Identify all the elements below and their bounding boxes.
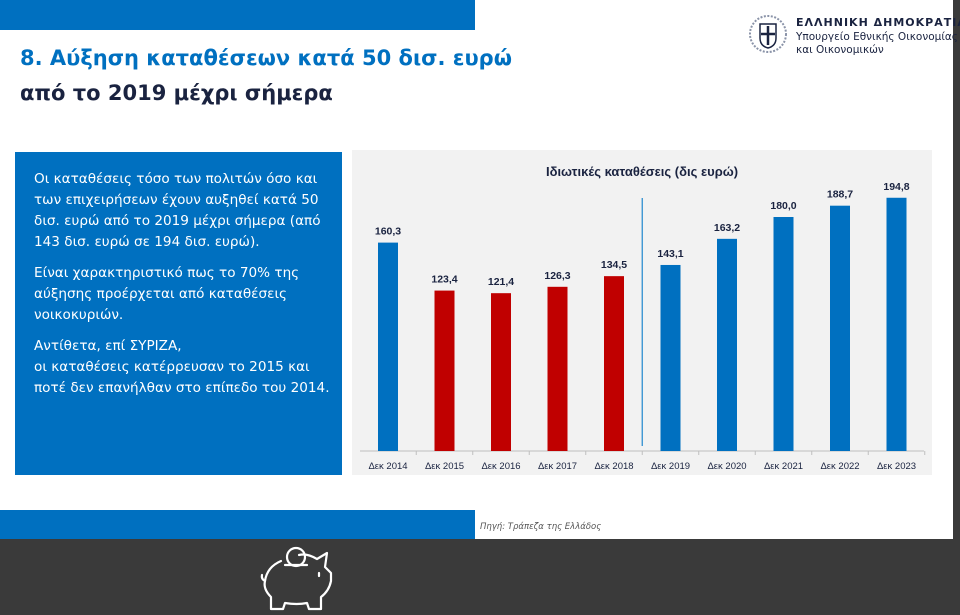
category-label: Δεκ 2020 — [707, 461, 746, 472]
data-label: 121,4 — [488, 276, 514, 288]
greek-emblem-icon — [749, 15, 787, 53]
bar-Δεκ-2023 — [886, 197, 907, 451]
bar-Δεκ-2016 — [491, 293, 511, 451]
bar-Δεκ-2017 — [547, 286, 568, 451]
category-label: Δεκ 2015 — [425, 461, 464, 472]
source-note: Πηγή: Τράπεζα της Ελλάδος — [480, 522, 602, 532]
category-label: Δεκ 2023 — [877, 461, 916, 472]
data-label: 180,0 — [770, 200, 796, 212]
data-label: 160,3 — [375, 226, 401, 238]
category-label: Δεκ 2019 — [651, 461, 690, 472]
category-label: Δεκ 2014 — [368, 461, 407, 472]
category-label: Δεκ 2016 — [481, 461, 520, 472]
bar-Δεκ-2021 — [773, 217, 794, 451]
bar-Δεκ-2015 — [434, 290, 455, 451]
chart-title: Ιδιωτικές καταθέσεις (δις ευρώ) — [546, 164, 738, 179]
data-label: 143,1 — [657, 248, 683, 260]
data-label: 126,3 — [544, 270, 570, 282]
top-accent-bar — [0, 0, 475, 30]
bottom-accent-bar — [0, 510, 475, 539]
bar-Δεκ-2022 — [830, 205, 850, 451]
slide-title: 8. Αύξηση καταθέσεων κατά 50 δισ. ευρώ — [20, 46, 512, 70]
paragraph-households: Είναι χαρακτηριστικό πως το 70% της αύξη… — [34, 265, 300, 323]
category-label: Δεκ 2021 — [764, 461, 803, 472]
category-label: Δεκ 2017 — [538, 461, 577, 472]
category-label: Δεκ 2018 — [594, 461, 633, 472]
data-label: 134,5 — [601, 259, 627, 271]
data-label: 123,4 — [431, 274, 457, 286]
bar-Δεκ-2014 — [378, 242, 398, 451]
data-label: 194,8 — [883, 181, 909, 193]
deposits-bar-chart: Ιδιωτικές καταθέσεις (δις ευρώ) 160,3 Δεκ… — [360, 164, 926, 472]
paragraph-syriza: Αντίθετα, επί ΣΥΡΙΖΑ, οι καταθέσεις κατέ… — [34, 338, 330, 396]
ministry-label-1: Υπουργείο Εθνικής Οικονομίας — [796, 31, 958, 43]
data-label: 188,7 — [827, 189, 853, 201]
bar-Δεκ-2019 — [660, 264, 681, 451]
ministry-logo: ΕΛΛΗΝΙΚΗ ΔΗΜΟΚΡΑΤΙΑ Υπουργείο Εθνικής Οι… — [748, 12, 960, 62]
paragraph-growth: Οι καταθέσεις τόσο των πολιτών όσο και τ… — [34, 171, 321, 250]
summary-box: Οι καταθέσεις τόσο των πολιτών όσο και τ… — [15, 152, 342, 611]
slide-subtitle: από το 2019 μέχρι σήμερα — [20, 81, 333, 105]
bar-Δεκ-2020 — [717, 238, 737, 451]
data-label: 163,2 — [714, 222, 740, 234]
ministry-label-2: και Οικονομικών — [796, 44, 884, 56]
category-label: Δεκ 2022 — [820, 461, 859, 472]
republic-label: ΕΛΛΗΝΙΚΗ ΔΗΜΟΚΡΑΤΙΑ — [796, 16, 960, 29]
bar-Δεκ-2018 — [604, 276, 624, 451]
piggy-bank-icon — [260, 546, 333, 611]
